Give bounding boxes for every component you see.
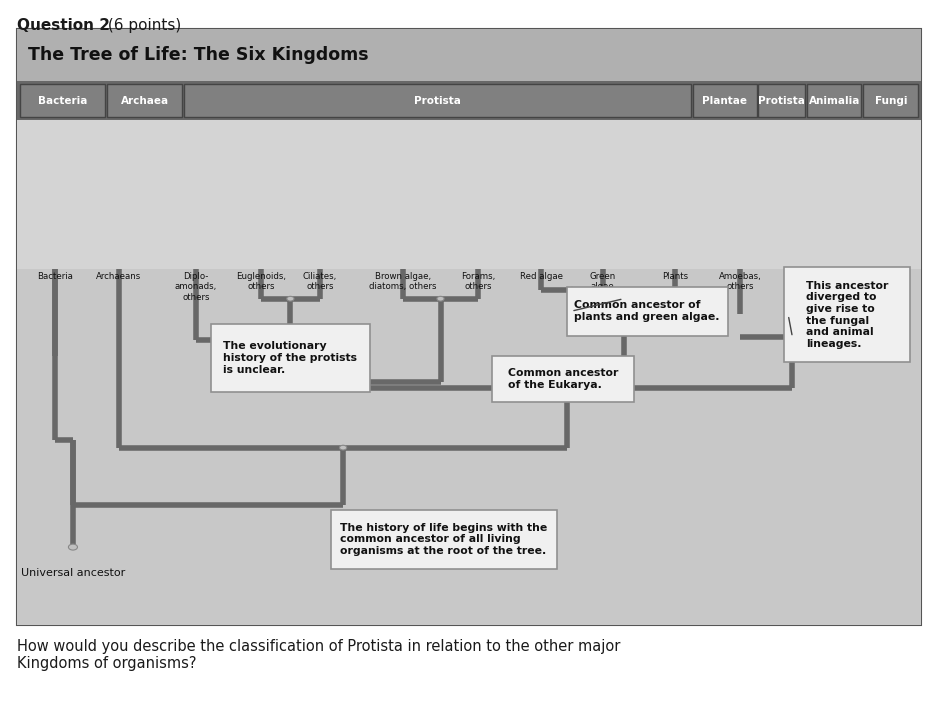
Text: Protista: Protista <box>415 95 461 105</box>
FancyBboxPatch shape <box>693 84 757 117</box>
Text: The evolutionary
history of the protists
is unclear.: The evolutionary history of the protists… <box>223 342 357 375</box>
Text: Euglenoids,
others: Euglenoids, others <box>236 272 286 291</box>
Circle shape <box>437 296 444 301</box>
Text: How would you describe the classification of Protista in relation to the other m: How would you describe the classificatio… <box>17 639 620 671</box>
Text: Green
algae: Green algae <box>590 272 616 291</box>
Circle shape <box>841 290 848 295</box>
Circle shape <box>287 296 294 301</box>
Text: Archaeans: Archaeans <box>97 272 142 281</box>
Text: Universal ancestor: Universal ancestor <box>21 568 125 578</box>
Circle shape <box>339 380 345 385</box>
Text: Forams,
others: Forams, others <box>461 272 495 291</box>
FancyBboxPatch shape <box>567 287 728 336</box>
Text: Common ancestor
of the Eukarya.: Common ancestor of the Eukarya. <box>507 368 618 390</box>
Text: Fungi: Fungi <box>874 95 907 105</box>
FancyBboxPatch shape <box>184 84 691 117</box>
Text: Ciliates,
others: Ciliates, others <box>303 272 337 291</box>
Text: Archaea: Archaea <box>121 95 169 105</box>
Circle shape <box>620 296 628 301</box>
Circle shape <box>340 445 347 450</box>
FancyBboxPatch shape <box>808 84 861 117</box>
Text: Fungi: Fungi <box>867 272 890 281</box>
FancyBboxPatch shape <box>17 29 921 625</box>
Text: Plants: Plants <box>662 272 688 281</box>
Text: Bacteria: Bacteria <box>37 272 73 281</box>
FancyBboxPatch shape <box>20 84 105 117</box>
Circle shape <box>568 287 576 292</box>
FancyBboxPatch shape <box>211 323 370 392</box>
Circle shape <box>68 544 78 550</box>
FancyBboxPatch shape <box>17 269 921 625</box>
FancyBboxPatch shape <box>492 356 634 402</box>
Text: The Tree of Life: The Six Kingdoms: The Tree of Life: The Six Kingdoms <box>28 46 369 64</box>
FancyBboxPatch shape <box>17 120 921 269</box>
FancyBboxPatch shape <box>17 82 921 120</box>
Text: Bacteria: Bacteria <box>38 95 87 105</box>
Text: Animalia: Animalia <box>809 95 860 105</box>
Text: Diplo-
amonads,
others: Diplo- amonads, others <box>174 272 217 302</box>
Text: The history of life begins with the
common ancestor of all living
organisms at t: The history of life begins with the comm… <box>340 523 547 556</box>
FancyBboxPatch shape <box>331 510 557 569</box>
Text: Brown algae,
diatoms, others: Brown algae, diatoms, others <box>370 272 437 291</box>
Text: Animals: Animals <box>794 272 828 281</box>
FancyBboxPatch shape <box>758 84 806 117</box>
Text: Amoebas,
others: Amoebas, others <box>719 272 762 291</box>
Text: Protista: Protista <box>759 95 806 105</box>
FancyBboxPatch shape <box>17 29 921 82</box>
Text: Red algae: Red algae <box>520 272 563 281</box>
Text: Common ancestor of
plants and green algae.: Common ancestor of plants and green alga… <box>574 300 719 322</box>
Text: (6 points): (6 points) <box>103 18 181 33</box>
FancyBboxPatch shape <box>107 84 182 117</box>
Text: Question 2: Question 2 <box>17 18 110 33</box>
Circle shape <box>239 338 247 343</box>
FancyBboxPatch shape <box>783 267 910 362</box>
FancyBboxPatch shape <box>863 84 918 117</box>
Text: This ancestor
diverged to
give rise to
the fungal
and animal
lineages.: This ancestor diverged to give rise to t… <box>806 281 888 349</box>
Circle shape <box>564 386 571 391</box>
Text: Plantae: Plantae <box>703 95 748 105</box>
